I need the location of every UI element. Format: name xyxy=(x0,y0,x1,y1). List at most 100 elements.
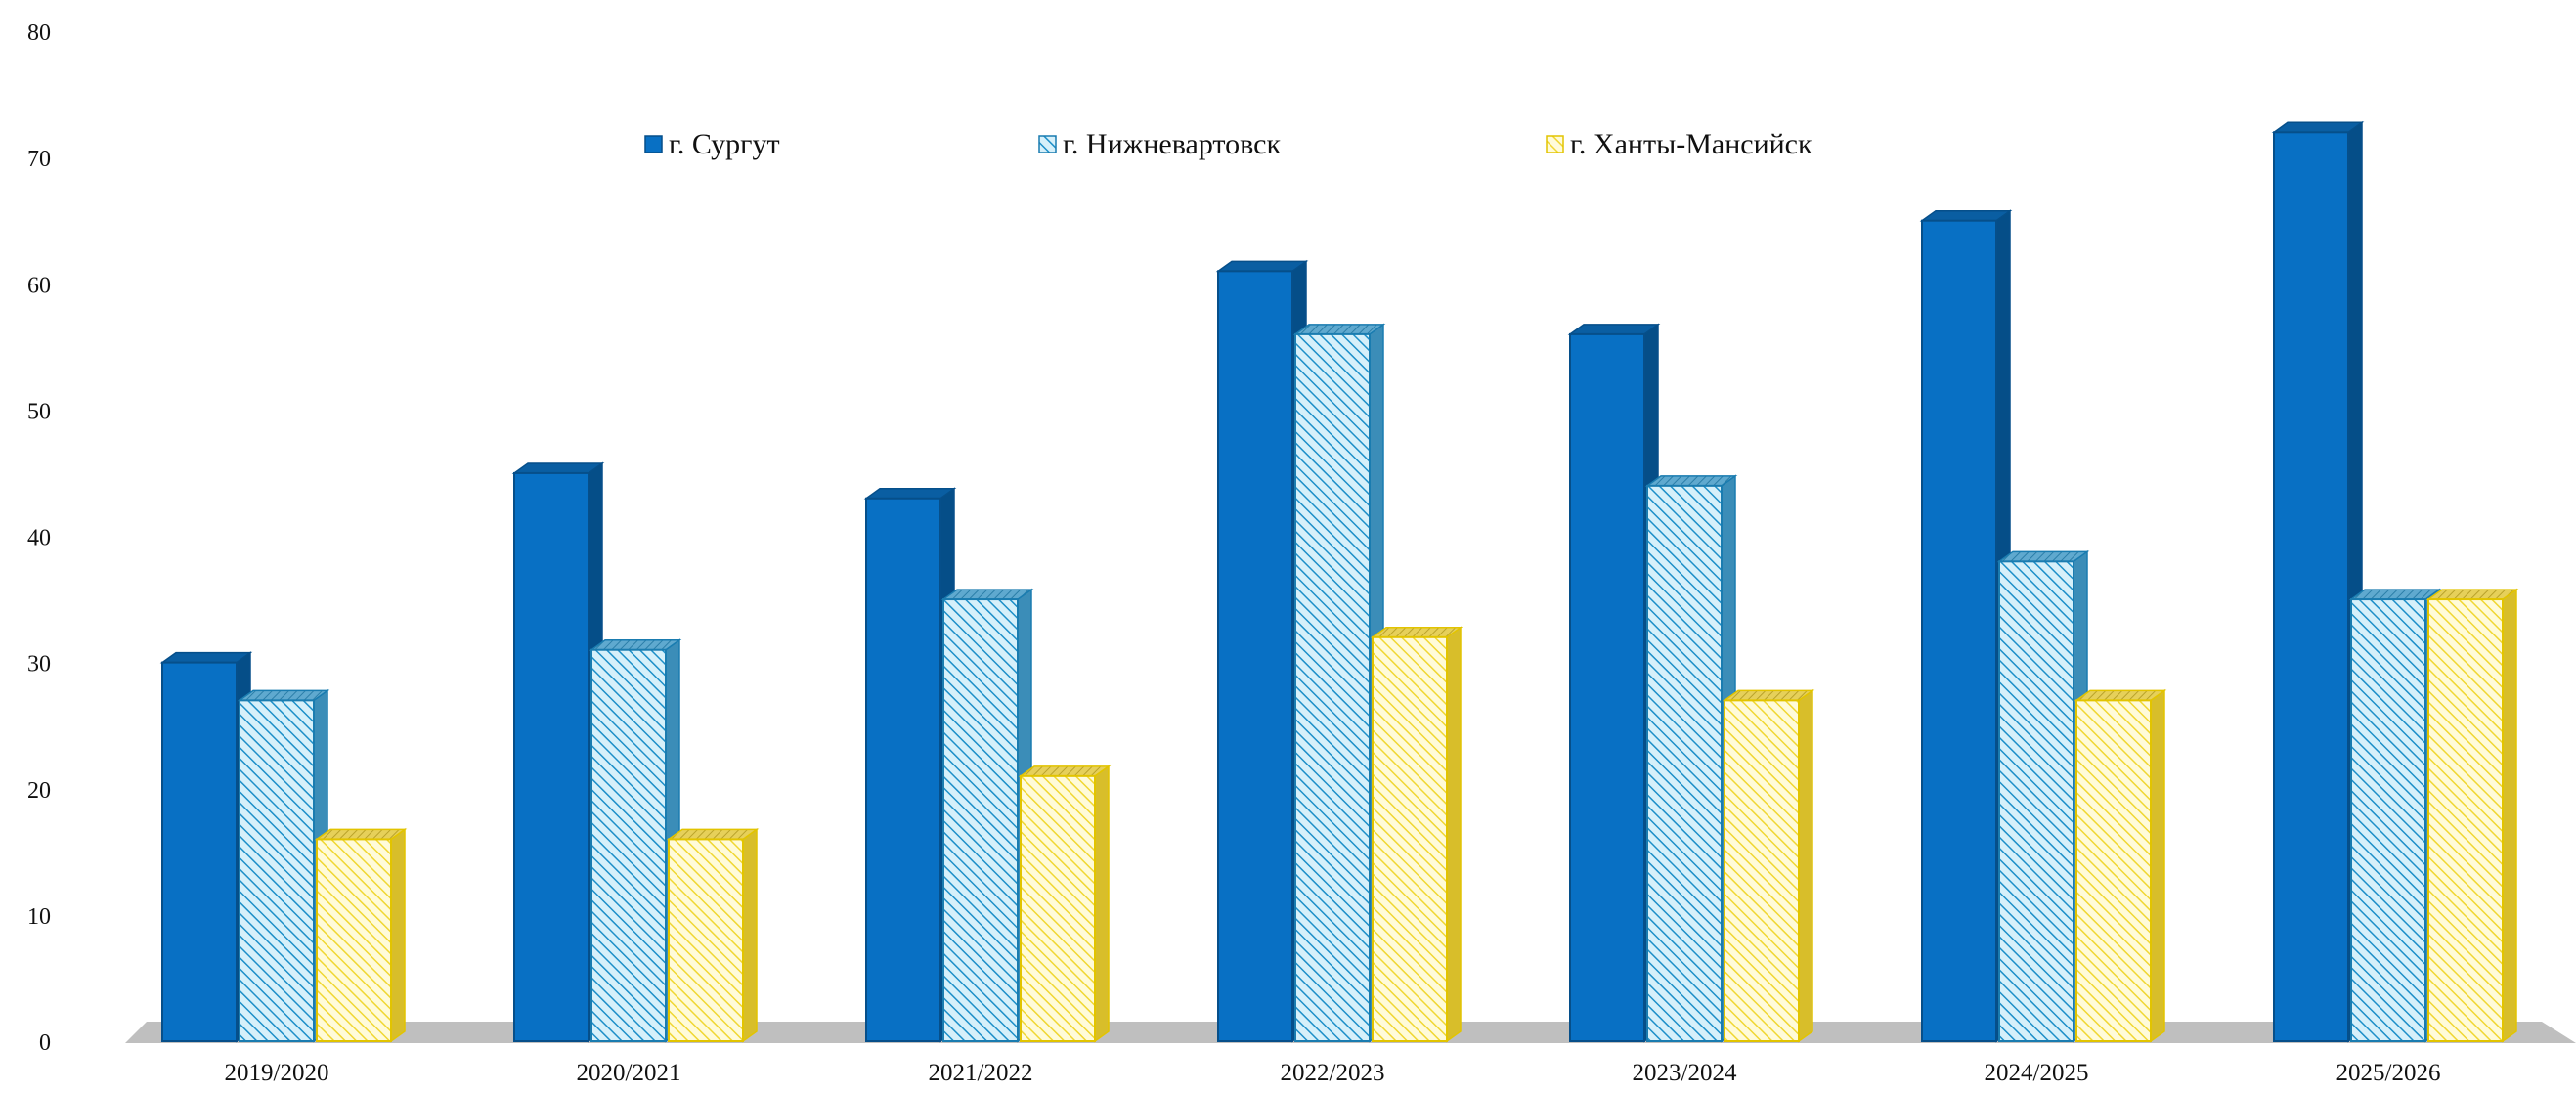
bar-top xyxy=(159,651,253,664)
bar-г-нижневартовск-2021-2022 xyxy=(940,588,1034,1043)
bar-top xyxy=(1996,550,2090,563)
legend-swatch xyxy=(644,135,663,153)
y-tick-label: 10 xyxy=(27,904,51,930)
y-tick-label: 60 xyxy=(27,273,51,298)
bar-front xyxy=(1921,219,1997,1042)
bar-top xyxy=(2271,121,2365,134)
bar-г-сургут-2020-2021 xyxy=(511,461,605,1043)
bar-side xyxy=(2150,688,2165,1043)
legend-swatch xyxy=(1546,135,1564,153)
bar-side xyxy=(1446,626,1462,1043)
bar-top xyxy=(940,589,1034,600)
bar-front xyxy=(1294,332,1371,1042)
bar-top xyxy=(511,462,605,474)
x-tick-label: 2020/2021 xyxy=(577,1060,681,1086)
bar-side xyxy=(390,827,406,1043)
bar-front xyxy=(239,699,315,1042)
y-tick-label: 20 xyxy=(27,778,51,804)
bar-г-ханты-мансийск-2022-2023 xyxy=(1370,626,1463,1043)
bar-top xyxy=(863,488,957,500)
bar-front xyxy=(1998,560,2074,1042)
x-tick-label: 2024/2025 xyxy=(1985,1060,2089,1086)
bar-г-нижневартовск-2019-2020 xyxy=(237,688,330,1043)
bar-г-сургут-2024-2025 xyxy=(1919,209,2013,1043)
bars xyxy=(159,120,2519,1043)
bar-front xyxy=(668,838,744,1043)
legend-item-г-ханты-мансийск: г. Ханты-Мансийск xyxy=(1546,128,1812,160)
bar-side xyxy=(1798,688,1813,1043)
x-tick-label: 2021/2022 xyxy=(929,1060,1033,1086)
y-axis: 0 10 20 30 40 50 60 70 80 xyxy=(27,21,51,1056)
bar-front xyxy=(1217,270,1293,1042)
y-tick-label: 70 xyxy=(27,147,51,172)
y-tick-label: 50 xyxy=(27,399,51,424)
bar-front xyxy=(316,838,392,1043)
bar-front xyxy=(1569,332,1645,1042)
bar-г-нижневартовск-2020-2021 xyxy=(589,638,682,1043)
bar-г-сургут-2019-2020 xyxy=(159,651,253,1043)
legend-item-г-сургут: г. Сургут xyxy=(644,128,780,160)
x-tick-label: 2022/2023 xyxy=(1281,1060,1385,1086)
bar-side xyxy=(2502,588,2517,1043)
bar-г-сургут-2022-2023 xyxy=(1215,259,1309,1043)
bar-top xyxy=(1919,209,2013,222)
bar-г-ханты-мансийск-2021-2022 xyxy=(1018,765,1112,1043)
bar-г-ханты-мансийск-2023-2024 xyxy=(1722,688,1815,1043)
legend-item-г-нижневартовск: г. Нижневартовск xyxy=(1038,128,1281,160)
x-tick-label: 2023/2024 xyxy=(1633,1060,1737,1086)
bar-г-сургут-2025-2026 xyxy=(2271,120,2365,1043)
bar-г-нижневартовск-2022-2023 xyxy=(1292,323,1386,1043)
x-axis: 2019/2020 2020/2021 2021/2022 2022/2023 2023… xyxy=(225,1060,2441,1086)
legend-swatch xyxy=(1038,135,1057,153)
bar-г-сургут-2023-2024 xyxy=(1567,323,1661,1043)
legend: г. Сургут г. Нижневартовск г. Ханты-Мансий… xyxy=(644,128,1812,160)
bar-front xyxy=(513,471,589,1042)
y-tick-label: 80 xyxy=(27,21,51,46)
y-tick-label: 40 xyxy=(27,526,51,551)
bar-г-ханты-мансийск-2024-2025 xyxy=(2074,688,2167,1043)
bar-top xyxy=(1215,260,1309,273)
bar-front xyxy=(1646,484,1723,1043)
bar-top xyxy=(1567,324,1661,335)
bar-front xyxy=(942,598,1019,1042)
bar-top xyxy=(314,828,408,841)
bar-front xyxy=(1372,635,1448,1042)
bar-front xyxy=(2350,598,2426,1042)
bar-top xyxy=(2348,589,2442,600)
legend-label: г. Сургут xyxy=(669,128,780,160)
legend-label: г. Нижневартовск xyxy=(1063,128,1281,160)
bar-top xyxy=(1370,627,1463,638)
bar-г-сургут-2021-2022 xyxy=(863,487,957,1043)
bar-front xyxy=(2273,131,2349,1043)
bar-г-нижневартовск-2024-2025 xyxy=(1996,549,2090,1043)
bar-г-нижневартовск-2023-2024 xyxy=(1644,474,1738,1043)
bar-front xyxy=(2075,699,2152,1042)
bar-top xyxy=(237,689,330,702)
bar-side xyxy=(742,827,758,1043)
bar-top xyxy=(2074,689,2167,702)
bar-front xyxy=(2427,598,2504,1042)
x-tick-label: 2019/2020 xyxy=(225,1060,329,1086)
bar-г-ханты-мансийск-2019-2020 xyxy=(314,827,408,1043)
x-tick-label: 2025/2026 xyxy=(2336,1060,2441,1086)
bar-front xyxy=(590,648,667,1043)
bar-г-нижневартовск-2025-2026 xyxy=(2348,588,2442,1043)
bar-side xyxy=(1094,765,1110,1043)
bar-г-ханты-мансийск-2025-2026 xyxy=(2425,588,2519,1043)
bar-top xyxy=(1722,689,1815,702)
bar-г-ханты-мансийск-2020-2021 xyxy=(666,827,760,1043)
y-tick-label: 0 xyxy=(39,1030,51,1056)
bar-top xyxy=(1292,324,1386,335)
bar-top xyxy=(1018,765,1112,777)
bar-top xyxy=(666,828,760,841)
legend-label: г. Ханты-Мансийск xyxy=(1570,128,1812,160)
bar-front xyxy=(1020,774,1096,1043)
bar-front xyxy=(1724,699,1800,1042)
bar-top xyxy=(1644,475,1738,487)
y-tick-label: 30 xyxy=(27,652,51,678)
bar-top xyxy=(2425,589,2519,600)
bar-front xyxy=(161,661,238,1042)
bar-front xyxy=(865,497,941,1042)
